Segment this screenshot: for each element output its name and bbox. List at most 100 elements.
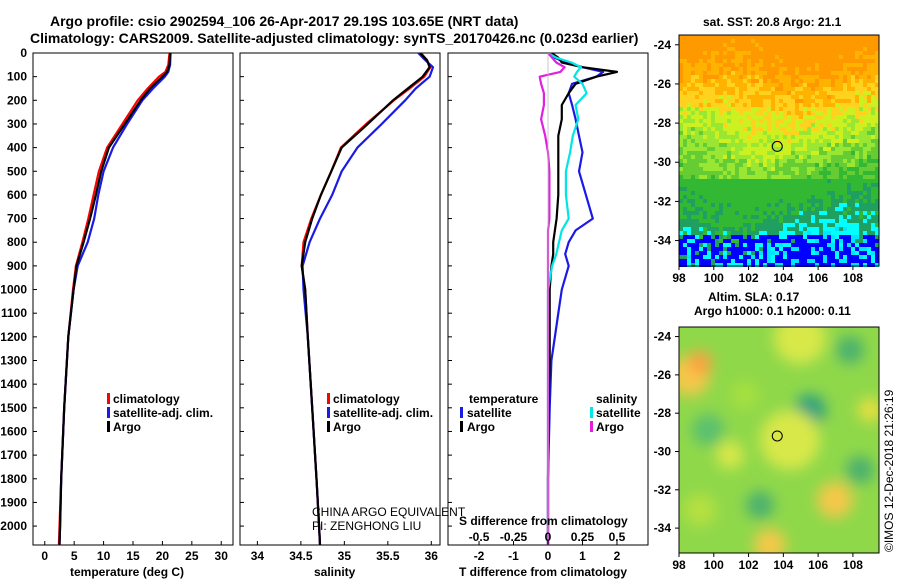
sst-cell bbox=[807, 235, 811, 239]
sst-cell bbox=[699, 151, 703, 155]
sst-cell bbox=[787, 123, 791, 127]
sst-cell bbox=[851, 67, 855, 71]
sst-cell bbox=[863, 99, 867, 103]
sst-cell bbox=[747, 107, 751, 111]
sst-cell bbox=[795, 131, 799, 135]
sst-cell bbox=[735, 115, 739, 119]
sst-cell bbox=[847, 39, 851, 43]
sst-cell bbox=[683, 51, 687, 55]
sst-cell bbox=[779, 91, 783, 95]
sst-cell bbox=[795, 243, 799, 247]
sst-cell bbox=[847, 215, 851, 219]
map-y-tick-label: -24 bbox=[654, 330, 672, 344]
sst-cell bbox=[795, 35, 799, 39]
sst-cell bbox=[699, 103, 703, 107]
sst-cell bbox=[767, 123, 771, 127]
sst-cell bbox=[803, 247, 807, 251]
sst-cell bbox=[847, 203, 851, 207]
sst-cell bbox=[759, 39, 763, 43]
sst-cell bbox=[687, 183, 691, 187]
sst-cell bbox=[739, 107, 743, 111]
sst-cell bbox=[771, 223, 775, 227]
sst-cell bbox=[779, 227, 783, 231]
sst-cell bbox=[723, 195, 727, 199]
sst-cell bbox=[787, 219, 791, 223]
sst-cell bbox=[759, 207, 763, 211]
sst-cell bbox=[851, 195, 855, 199]
sst-cell bbox=[719, 95, 723, 99]
sst-cell bbox=[815, 123, 819, 127]
sst-cell bbox=[751, 135, 755, 139]
sst-cell bbox=[819, 51, 823, 55]
sst-cell bbox=[683, 195, 687, 199]
sst-cell bbox=[827, 195, 831, 199]
sst-cell bbox=[819, 227, 823, 231]
sst-cell bbox=[811, 239, 815, 243]
sst-cell bbox=[831, 211, 835, 215]
sst-cell bbox=[871, 51, 875, 55]
sst-cell bbox=[715, 139, 719, 143]
sst-cell bbox=[835, 139, 839, 143]
sst-cell bbox=[771, 131, 775, 135]
sst-cell bbox=[767, 111, 771, 115]
sst-cell bbox=[723, 43, 727, 47]
sst-cell bbox=[731, 195, 735, 199]
sst-cell bbox=[803, 119, 807, 123]
sst-cell bbox=[811, 83, 815, 87]
sst-cell bbox=[715, 155, 719, 159]
sst-cell bbox=[747, 171, 751, 175]
sst-cell bbox=[791, 167, 795, 171]
sst-cell bbox=[875, 95, 879, 99]
sst-cell bbox=[811, 143, 815, 147]
sst-cell bbox=[815, 143, 819, 147]
pi-annotation-line-2: PI: ZENGHONG LIU bbox=[312, 519, 421, 533]
sst-cell bbox=[735, 243, 739, 247]
sst-cell bbox=[795, 167, 799, 171]
sst-cell bbox=[803, 107, 807, 111]
sst-cell bbox=[839, 91, 843, 95]
sst-cell bbox=[815, 119, 819, 123]
sst-cell bbox=[839, 155, 843, 159]
sst-cell bbox=[687, 231, 691, 235]
sst-cell bbox=[703, 75, 707, 79]
sst-cell bbox=[827, 247, 831, 251]
sst-cell bbox=[843, 159, 847, 163]
sst-cell bbox=[775, 135, 779, 139]
sst-cell bbox=[763, 71, 767, 75]
sst-cell bbox=[839, 123, 843, 127]
sst-cell bbox=[851, 47, 855, 51]
sst-cell bbox=[867, 199, 871, 203]
sst-cell bbox=[871, 231, 875, 235]
sst-cell bbox=[779, 263, 783, 267]
sst-cell bbox=[875, 183, 879, 187]
sst-cell bbox=[783, 211, 787, 215]
sst-cell bbox=[847, 207, 851, 211]
sla-blob bbox=[858, 398, 879, 422]
sst-cell bbox=[703, 159, 707, 163]
sst-cell bbox=[815, 55, 819, 59]
sst-cell bbox=[735, 87, 739, 91]
sst-cell bbox=[727, 111, 731, 115]
sst-cell bbox=[791, 179, 795, 183]
sst-cell bbox=[759, 51, 763, 55]
sst-cell bbox=[871, 259, 875, 263]
sst-cell bbox=[799, 211, 803, 215]
sst-cell bbox=[683, 127, 687, 131]
sst-cell bbox=[703, 215, 707, 219]
sst-cell bbox=[723, 39, 727, 43]
sst-cell bbox=[823, 111, 827, 115]
sst-cell bbox=[831, 63, 835, 67]
sst-cell bbox=[787, 79, 791, 83]
sst-cell bbox=[875, 115, 879, 119]
sst-cell bbox=[755, 91, 759, 95]
sst-cell bbox=[695, 135, 699, 139]
sst-cell bbox=[679, 187, 683, 191]
sst-cell bbox=[683, 143, 687, 147]
sst-cell bbox=[807, 71, 811, 75]
sst-cell bbox=[735, 251, 739, 255]
sst-cell bbox=[875, 247, 879, 251]
sst-cell bbox=[759, 191, 763, 195]
sst-cell bbox=[691, 51, 695, 55]
sst-cell bbox=[755, 35, 759, 39]
